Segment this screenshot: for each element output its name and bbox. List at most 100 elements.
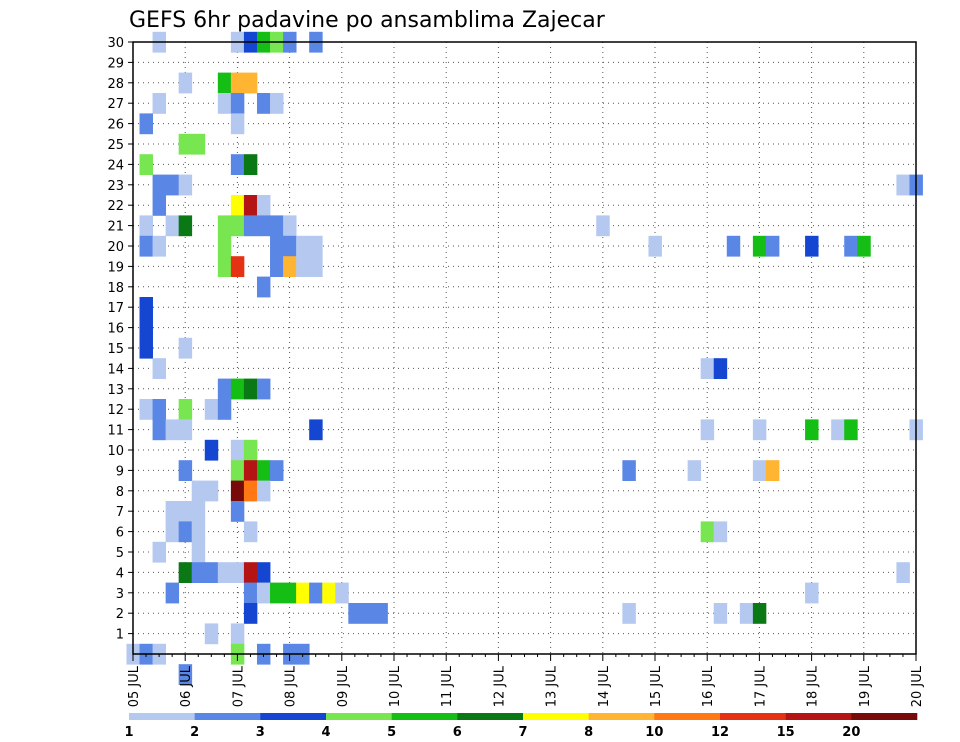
data-cell <box>152 541 167 563</box>
x-tick-label: 10 JUL <box>388 665 403 707</box>
data-cell <box>739 603 754 624</box>
data-cell <box>139 317 153 339</box>
colorbar-label: 5 <box>387 725 396 740</box>
colorbar-label: 3 <box>256 725 265 740</box>
data-cell <box>217 215 232 237</box>
x-tick-label: 16 JUL <box>701 665 716 707</box>
data-cell <box>243 72 258 94</box>
y-tick-label: 5 <box>116 546 124 561</box>
data-cell <box>230 501 245 522</box>
data-cell <box>139 337 153 359</box>
y-tick-label: 13 <box>107 383 124 398</box>
data-cell <box>217 93 232 114</box>
x-tick-label: 13 JUL <box>545 665 560 707</box>
y-tick-label: 17 <box>107 301 124 316</box>
data-cell <box>230 154 245 175</box>
data-cell <box>217 72 232 94</box>
colorbar: 1 2 3 4 5 6 7 8 10 12 15 20 <box>124 713 918 740</box>
data-cell <box>713 358 728 379</box>
x-tick-label: 12 JUL <box>492 665 507 707</box>
data-cell <box>256 93 271 114</box>
data-cell <box>217 235 232 257</box>
data-cell <box>152 419 167 441</box>
data-cell <box>805 582 819 604</box>
data-cell <box>191 541 206 563</box>
data-cell <box>230 215 245 237</box>
data-cell <box>335 582 349 604</box>
data-cell <box>256 480 271 502</box>
data-cell <box>191 133 206 155</box>
data-cell <box>243 480 258 502</box>
data-cell <box>230 623 245 645</box>
data-cell <box>322 582 336 604</box>
x-tick-label: 19 JUL <box>858 665 873 707</box>
data-cell <box>283 215 297 237</box>
data-cell <box>152 399 167 420</box>
colorbar-swatch <box>654 713 721 720</box>
data-cell <box>217 256 232 277</box>
data-cell <box>152 235 167 257</box>
y-tick-label: 2 <box>116 607 124 622</box>
y-tick-label: 4 <box>116 566 124 581</box>
data-cell <box>165 582 180 604</box>
data-cell <box>230 72 245 94</box>
data-cell <box>152 174 167 196</box>
data-cell <box>243 215 258 237</box>
data-cell <box>165 501 180 522</box>
x-tick-label: 18 JUL <box>806 665 821 707</box>
data-cell <box>256 460 271 481</box>
colorbar-swatch <box>194 713 261 720</box>
data-cell <box>270 235 284 257</box>
data-cell <box>152 195 167 216</box>
data-cell <box>270 215 284 237</box>
data-cell <box>700 521 715 543</box>
data-cell <box>230 113 245 135</box>
data-cell <box>152 93 167 114</box>
y-tick-label: 21 <box>107 220 124 235</box>
data-cell <box>243 603 258 624</box>
data-cell <box>243 195 258 216</box>
colorbar-swatch <box>588 713 655 720</box>
data-cell <box>831 419 845 441</box>
data-cell <box>178 399 193 420</box>
colorbar-label: 2 <box>190 725 199 740</box>
data-cell <box>178 174 193 196</box>
data-cell <box>700 358 715 379</box>
data-cell <box>178 133 193 155</box>
data-cell <box>256 378 271 400</box>
data-cell <box>256 215 271 237</box>
data-cell <box>204 439 219 461</box>
colorbar-swatch <box>260 713 327 720</box>
data-cell <box>165 521 180 543</box>
colorbar-label: 10 <box>645 725 663 740</box>
data-cell <box>309 419 323 441</box>
data-cell <box>217 399 232 420</box>
y-tick-label: 1 <box>116 628 124 643</box>
x-tick-label: 15 JUL <box>649 665 664 707</box>
data-cell <box>256 195 271 216</box>
y-tick-label: 28 <box>107 77 124 92</box>
y-tick-label: 19 <box>107 260 124 275</box>
colorbar-swatch <box>326 713 392 720</box>
y-tick-label: 22 <box>107 199 124 214</box>
data-cell <box>765 235 780 257</box>
data-cell <box>270 256 284 277</box>
data-cell <box>765 460 780 481</box>
data-cell <box>191 501 206 522</box>
data-cell <box>217 562 232 583</box>
colorbar-label: 12 <box>711 725 729 740</box>
data-cell <box>191 480 206 502</box>
data-cell <box>139 154 153 175</box>
y-tick-label: 12 <box>107 403 124 418</box>
colorbar-label: 1 <box>124 725 133 740</box>
y-tick-label: 11 <box>107 424 124 439</box>
y-tick-label: 3 <box>116 587 124 602</box>
data-cell <box>204 623 219 645</box>
y-tick-label: 24 <box>107 158 124 173</box>
data-cell <box>139 113 153 135</box>
data-cell <box>256 562 271 583</box>
x-tick-label: 14 JUL <box>597 665 612 707</box>
data-cell <box>230 439 245 461</box>
data-cell <box>309 582 323 604</box>
